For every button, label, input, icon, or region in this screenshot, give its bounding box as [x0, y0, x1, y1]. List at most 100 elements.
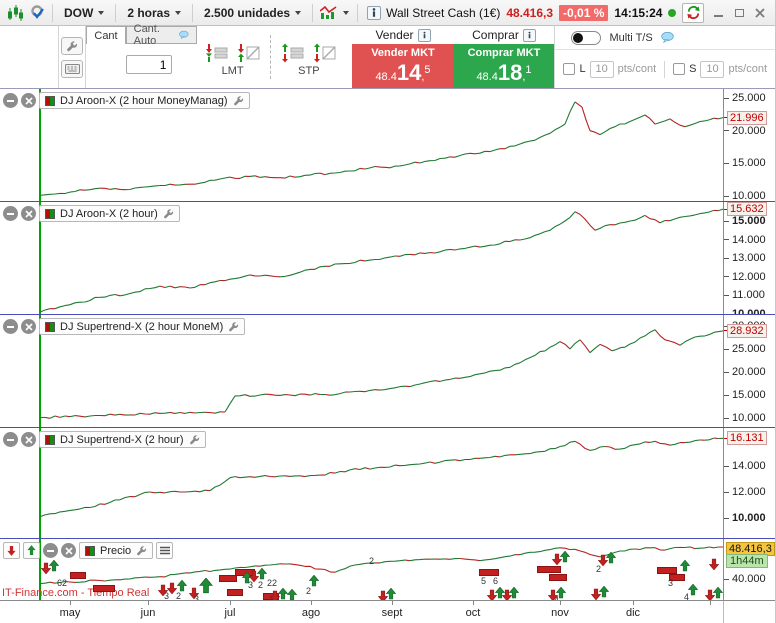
maximize-button[interactable] — [732, 7, 746, 19]
sell-arrow-icon — [40, 561, 52, 579]
minimize-button[interactable] — [711, 7, 725, 19]
panel-title-chip[interactable]: DJ Aroon-X (2 hour) — [39, 205, 180, 222]
timeframe-dropdown[interactable]: 2 horas — [120, 6, 188, 20]
close-button[interactable] — [753, 7, 767, 19]
panel-title: Precio — [100, 544, 132, 557]
trade-count-label: 4 — [684, 592, 690, 600]
lmt-label: LMT — [221, 65, 244, 77]
info-icon[interactable] — [522, 28, 536, 42]
panel-minimize-button[interactable] — [3, 432, 18, 447]
wrench-icon[interactable] — [228, 321, 239, 332]
price-curve-plot[interactable] — [0, 539, 723, 600]
chart-style-icon[interactable] — [317, 3, 339, 23]
panel-title-chip[interactable]: DJ Aroon-X (2 hour MoneyManag) — [39, 92, 250, 109]
stop-checkbox[interactable] — [673, 63, 686, 75]
equity-curve-plot[interactable] — [0, 315, 723, 427]
trade-count-label: 3 — [248, 580, 254, 590]
wrench-icon[interactable] — [163, 208, 174, 219]
help-bubble-icon — [660, 32, 674, 43]
month-tick-mark — [392, 601, 393, 605]
quantity-input[interactable] — [126, 55, 173, 74]
stp-label: STP — [298, 65, 320, 77]
panel-title-chip[interactable]: DJ Supertrend-X (2 hour) — [39, 431, 206, 448]
trade-buttons-block: Vender Comprar Vender MKT 48.414,5 Compr… — [352, 26, 555, 88]
refresh-button[interactable] — [682, 2, 704, 23]
chart-style-dropdown-button[interactable] — [339, 3, 353, 23]
panel-header: DJ Aroon-X (2 hour) — [3, 205, 180, 222]
panel-title-chip[interactable]: Precio — [79, 542, 154, 559]
equity-curve-plot[interactable] — [0, 202, 723, 314]
wrench-icon[interactable] — [189, 434, 200, 445]
value-axis: 15.000 14.000 13.000 12.000 11.000 10.000 15.6… — [723, 202, 775, 314]
indicator-list-button[interactable] — [156, 542, 174, 559]
panel-minimize-button[interactable] — [3, 319, 18, 334]
axis-tick-mark — [724, 130, 729, 132]
axis-tick-mark — [724, 417, 729, 419]
sell-header: Vender — [352, 26, 453, 44]
axis-tick-label: 15.000 — [732, 157, 766, 170]
toolbar-separator — [52, 3, 53, 22]
equity-line-up-segments — [39, 329, 723, 419]
trade-count-label: 6 — [493, 576, 499, 586]
wrench-icon[interactable] — [136, 545, 147, 556]
units-dropdown[interactable]: 2.500 unidades — [197, 6, 308, 20]
sell-market-button[interactable]: Vender MKT 48.414,5 — [352, 44, 454, 88]
limit-points-input[interactable] — [589, 60, 614, 78]
panel-close-button[interactable] — [21, 93, 36, 108]
lmt-order-lines-icon[interactable] — [205, 43, 228, 63]
panel-close-button[interactable] — [61, 543, 76, 558]
panel-close-button[interactable] — [21, 206, 36, 221]
stp-order-lines-icon[interactable] — [281, 43, 304, 63]
axis-tick-mark — [724, 239, 729, 241]
panel-minimize-button[interactable] — [43, 543, 58, 558]
month-tick-mark — [230, 601, 231, 605]
session-time-label: 1h44m — [726, 554, 768, 568]
wrench-icon[interactable] — [233, 95, 244, 106]
instrument-title: Wall Street Cash (1€) — [386, 5, 501, 20]
buy-arrow-icon — [199, 577, 213, 599]
stp-order-cancel-icon[interactable] — [313, 43, 336, 63]
candlestick-chart-icon[interactable] — [4, 3, 26, 23]
chevron-down-icon — [295, 10, 302, 15]
info-icon[interactable] — [417, 28, 431, 42]
instrument-header: Wall Street Cash (1€) 48.416,3 -0,01 % 1… — [386, 4, 677, 21]
change-badge: -0,01 % — [559, 4, 609, 21]
stop-label: S — [689, 63, 697, 75]
info-icon[interactable] — [367, 5, 382, 20]
move-panel-down-button[interactable] — [3, 542, 20, 559]
axis-tick-label: 15.000 — [732, 215, 766, 227]
move-panel-up-button[interactable] — [23, 542, 40, 559]
buy-market-button[interactable]: Comprar MKT 48.418,1 — [453, 44, 555, 88]
multi-ts-toggle[interactable] — [571, 30, 602, 45]
settings-wrench-button[interactable] — [61, 36, 84, 55]
limit-checkbox[interactable] — [563, 63, 576, 75]
multi-ts-label: Multi T/S — [609, 31, 653, 44]
panel-minimize-button[interactable] — [3, 93, 18, 108]
axis-tick-label: 20.000 — [732, 366, 766, 378]
strategy-check-icon[interactable] — [26, 3, 48, 23]
stop-limits-row: L pts/cont S pts/cont — [555, 50, 775, 88]
month-label: oct — [465, 607, 481, 619]
axis-tick-mark — [724, 162, 729, 164]
panel-title-chip[interactable]: DJ Supertrend-X (2 hour MoneM) — [39, 318, 246, 335]
buy-arrow-icon — [712, 586, 724, 600]
instrument-dropdown[interactable]: DOW — [57, 6, 111, 20]
trade-count-label: 3 — [164, 591, 170, 600]
panel-minimize-button[interactable] — [3, 206, 18, 221]
tab-cant[interactable]: Cant — [86, 26, 126, 44]
keyboard-button[interactable] — [61, 59, 84, 78]
axis-tick-label: 13.000 — [732, 252, 766, 265]
panel-close-button[interactable] — [21, 432, 36, 447]
lmt-order-cancel-icon[interactable] — [237, 43, 260, 63]
trade-count-label: 5 — [481, 576, 487, 586]
tab-cant-auto[interactable]: Cant. Auto — [125, 23, 197, 47]
panel-close-button[interactable] — [21, 319, 36, 334]
month-label: jul — [224, 607, 236, 619]
value-axis: 14.000 12.000 10.000 16.131 — [723, 428, 775, 538]
axis-tick-label: 12.000 — [732, 270, 766, 283]
timeframe-label: 2 horas — [127, 5, 171, 20]
buy-arrow-icon — [605, 551, 617, 569]
stop-points-input[interactable] — [700, 60, 725, 78]
buy-arrow-icon — [48, 559, 60, 577]
panel-title: DJ Supertrend-X (2 hour MoneM) — [60, 320, 224, 333]
